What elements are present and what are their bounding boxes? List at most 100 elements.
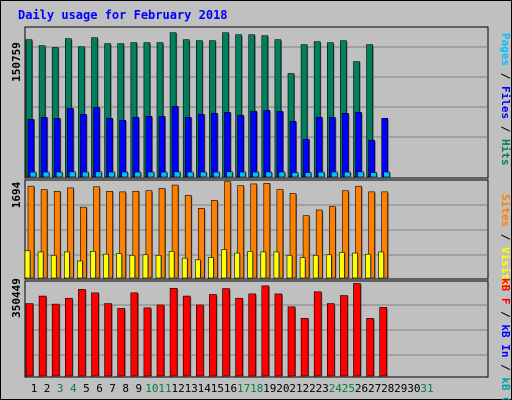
legend-sep: /	[499, 358, 512, 378]
bar-visits	[142, 254, 149, 279]
bar-visits	[116, 253, 122, 279]
bar-files	[315, 117, 323, 178]
bar-pages	[69, 171, 76, 178]
day-label: 31	[420, 382, 433, 395]
day-label: 15	[211, 382, 224, 395]
bar-visits	[90, 251, 96, 279]
bar-kb-out	[25, 303, 34, 377]
bar-visits	[221, 249, 227, 279]
day-label: 5	[83, 382, 90, 395]
bar-files	[106, 117, 113, 178]
bar-visits	[168, 251, 175, 279]
day-label: 3	[57, 382, 64, 395]
bar-files	[93, 107, 100, 178]
bar-pages	[252, 171, 259, 178]
bar-visits	[181, 257, 188, 279]
day-label: 26	[355, 382, 368, 395]
bar-files	[158, 116, 166, 178]
bar-pages	[42, 171, 50, 178]
day-label: 4	[70, 382, 77, 395]
legend-sep: /	[499, 227, 512, 247]
max-label-hits: 150759	[10, 42, 23, 82]
day-label: 12	[171, 382, 184, 395]
bar-files	[27, 118, 35, 178]
bar-visits	[195, 259, 201, 279]
day-label: 19	[263, 382, 276, 395]
bar-kb-out	[379, 307, 388, 377]
bar-visits	[325, 254, 332, 279]
bar-kb-out	[104, 303, 112, 377]
day-label: 16	[224, 382, 237, 395]
day-label: 1	[31, 382, 38, 395]
bar-kb-out	[182, 295, 191, 377]
bar-pages	[304, 172, 312, 178]
legend-hits: Hits	[499, 139, 512, 166]
bar-kb-out	[248, 293, 256, 377]
day-label: 23	[316, 382, 329, 395]
day-label: 27	[368, 382, 381, 395]
bar-kb-out	[300, 318, 309, 377]
bar-visits	[247, 251, 253, 279]
bar-pages	[186, 171, 194, 178]
max-label-sites: 1694	[10, 181, 23, 208]
bar-pages	[278, 171, 286, 178]
bar-visits	[50, 255, 57, 279]
bar-files	[342, 113, 349, 178]
bar-pages	[160, 171, 168, 178]
bar-pages	[147, 171, 155, 178]
legend-sep: /	[499, 119, 512, 139]
bar-files	[211, 113, 218, 178]
day-label: 7	[109, 382, 116, 395]
bar-kb-out	[143, 307, 152, 377]
day-label: 29	[394, 382, 407, 395]
bar-files	[171, 106, 179, 178]
bar-files	[250, 111, 257, 178]
bar-files	[237, 115, 244, 178]
day-label: 20	[276, 382, 289, 395]
bar-visits	[260, 251, 267, 279]
legend-kbf: kB F	[499, 278, 512, 305]
bar-visits	[77, 260, 83, 279]
bar-pages	[291, 172, 299, 178]
bar-visits	[286, 255, 293, 279]
legend-pages: Pages	[499, 33, 512, 66]
bar-pages	[357, 171, 364, 178]
bar-visits	[365, 253, 371, 279]
bar-kb-out	[366, 318, 374, 377]
day-label: 9	[135, 382, 142, 395]
chart-title: Daily usage for February 2018	[18, 8, 228, 22]
bar-kb-out	[51, 303, 60, 377]
bar-visits	[37, 251, 44, 279]
bar-files	[40, 117, 48, 178]
day-label: 2	[44, 382, 51, 395]
bar-visits	[234, 252, 240, 279]
bar-pages	[330, 171, 338, 178]
bar-kb-out	[313, 291, 322, 377]
bar-pages	[370, 172, 377, 178]
day-label: 17	[237, 382, 250, 395]
bar-files	[276, 111, 284, 178]
day-label: 13	[185, 382, 198, 395]
bar-visits	[352, 252, 358, 279]
bar-kb-out	[169, 287, 178, 377]
bar-kb-out	[38, 295, 47, 377]
legend-files: Files	[499, 86, 512, 119]
bar-pages	[200, 171, 207, 178]
day-label: 11	[158, 382, 171, 395]
bar-files	[263, 110, 271, 178]
bar-kb-out	[65, 297, 73, 377]
bar-files	[132, 117, 140, 178]
bar-kb-out	[156, 304, 165, 377]
legend-panel3: kB F / kB In / kB Out	[499, 278, 512, 400]
bar-kb-out	[222, 288, 230, 377]
bar-files	[328, 117, 336, 178]
bar-pages	[121, 171, 128, 178]
bar-files	[198, 114, 205, 178]
bar-pages	[29, 171, 37, 178]
bar-files	[80, 114, 87, 178]
day-label: 28	[381, 382, 394, 395]
bar-files	[67, 108, 74, 178]
day-label: 18	[250, 382, 263, 395]
bar-pages	[317, 171, 325, 178]
